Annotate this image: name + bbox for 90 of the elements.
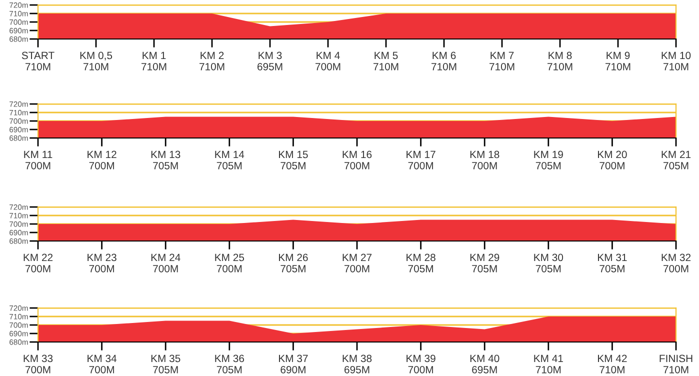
x-tick-label: KM 3 <box>258 52 282 60</box>
x-tick-label: KM 35 <box>151 354 180 362</box>
data-label: 700M <box>344 264 370 272</box>
data-label: 700M <box>153 264 178 272</box>
data-label: 705M <box>280 264 306 272</box>
x-tick-label: KM 32 <box>662 254 691 262</box>
data-label: 705M <box>536 264 561 272</box>
data-label: 710M <box>200 62 224 70</box>
x-tick-label: KM 17 <box>406 150 436 158</box>
x-tick-label: KM 13 <box>151 150 180 158</box>
x-tick-label: KM 5 <box>374 52 398 60</box>
data-label: 710M <box>606 62 630 70</box>
data-label: 700M <box>472 162 497 170</box>
data-label: 690M <box>280 366 306 374</box>
data-label: 710M <box>548 62 572 70</box>
data-label: 695M <box>258 62 282 70</box>
x-tick-label: KM 31 <box>598 254 627 262</box>
data-label: 700M <box>89 264 114 272</box>
data-label: 700M <box>89 162 114 170</box>
data-label: 700M <box>26 264 50 272</box>
x-tick-label: KM 6 <box>432 52 456 60</box>
x-tick-label: KM 1 <box>142 52 166 60</box>
data-label: 710M <box>536 366 561 374</box>
x-tick-label: KM 28 <box>406 254 436 262</box>
x-tick-label: KM 11 <box>24 150 52 158</box>
data-label: 710M <box>84 62 108 70</box>
data-label: 710M <box>432 62 456 70</box>
x-tick-label: KM 29 <box>470 254 500 262</box>
data-label: 705M <box>216 162 242 170</box>
x-tick-label: START <box>22 52 54 60</box>
data-label: 705M <box>216 366 242 374</box>
x-tick-label: KM 27 <box>342 254 372 262</box>
x-tick-label: KM 18 <box>470 150 500 158</box>
data-label: 700M <box>26 366 50 374</box>
data-label: 710M <box>664 366 688 374</box>
x-tick-label: KM 25 <box>215 254 244 262</box>
x-tick-label: KM 42 <box>598 354 627 362</box>
x-tick-label: KM 0,5 <box>80 52 112 60</box>
x-tick-label: KM 30 <box>534 254 564 262</box>
x-tick-label: KM 8 <box>548 52 572 60</box>
data-label: 695M <box>472 366 497 374</box>
data-label: 710M <box>490 62 514 70</box>
x-tick-label: KM 40 <box>470 354 500 362</box>
data-label: 705M <box>408 264 433 272</box>
data-label: 700M <box>408 162 433 170</box>
data-label: 710M <box>664 62 688 70</box>
data-label: 700M <box>344 162 370 170</box>
x-tick-label: KM 33 <box>24 354 53 362</box>
x-tick-label: KM 24 <box>151 254 180 262</box>
data-label: 705M <box>664 162 688 170</box>
data-label: 700M <box>664 264 688 272</box>
x-tick-label: KM 22 <box>24 254 53 262</box>
data-label: 700M <box>408 366 433 374</box>
x-tick-label: KM 2 <box>200 52 224 60</box>
x-tick-label: KM 23 <box>88 254 116 262</box>
x-tick-label: KM 15 <box>279 150 308 158</box>
data-label: 700M <box>89 366 114 374</box>
data-label: 695M <box>344 366 370 374</box>
x-tick-label: KM 16 <box>342 150 372 158</box>
data-label: 705M <box>472 264 497 272</box>
data-label: 700M <box>216 264 242 272</box>
x-tick-label: KM 38 <box>342 354 372 362</box>
data-label: 705M <box>153 366 178 374</box>
x-tick-label: KM 9 <box>606 52 630 60</box>
data-label: 710M <box>26 62 50 70</box>
x-tick-label: KM 19 <box>534 150 563 158</box>
x-tick-label: KM 4 <box>316 52 340 60</box>
data-label: 705M <box>280 162 306 170</box>
data-label: 705M <box>600 264 624 272</box>
x-tick-label: KM 37 <box>279 354 308 362</box>
x-tick-label: KM 41 <box>534 354 563 362</box>
data-label: 705M <box>536 162 561 170</box>
x-tick-label: KM 14 <box>215 150 244 158</box>
data-label: 700M <box>26 162 50 170</box>
data-label: 700M <box>316 62 340 70</box>
x-tick-label: KM 10 <box>662 52 691 60</box>
x-tick-label: KM 21 <box>662 150 691 158</box>
data-label: 710M <box>374 62 398 70</box>
x-tick-label: FINISH <box>660 354 692 362</box>
data-label: 710M <box>142 62 166 70</box>
x-tick-label: KM 7 <box>490 52 514 60</box>
data-label: 700M <box>600 162 624 170</box>
data-label: 705M <box>153 162 178 170</box>
x-tick-label: KM 34 <box>88 354 117 362</box>
x-tick-label: KM 36 <box>215 354 244 362</box>
x-tick-label: KM 12 <box>88 150 116 158</box>
x-tick-label: KM 26 <box>279 254 308 262</box>
data-label: 710M <box>600 366 624 374</box>
x-tick-label: KM 39 <box>406 354 436 362</box>
x-tick-label: KM 20 <box>598 150 627 158</box>
